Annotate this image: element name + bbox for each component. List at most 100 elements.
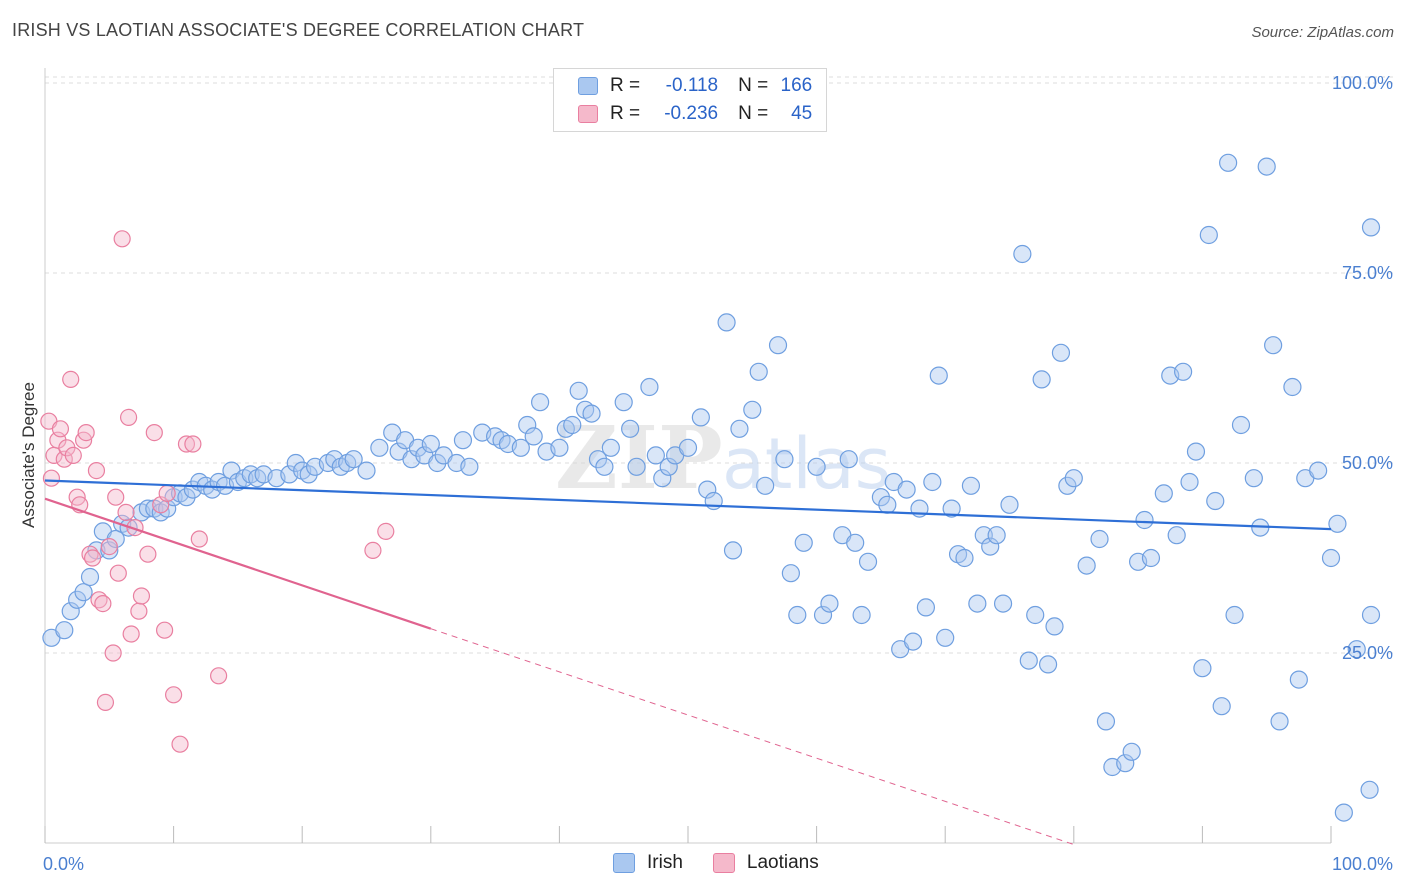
irish-point bbox=[1206, 491, 1225, 511]
legend-n-value-laotians: 45 bbox=[791, 103, 813, 124]
irish-point bbox=[569, 381, 588, 400]
legend-n-label: N = bbox=[738, 75, 769, 96]
irish-point bbox=[61, 602, 80, 621]
irish-point bbox=[653, 469, 672, 488]
irish-point bbox=[1289, 670, 1308, 689]
irish-point bbox=[100, 541, 119, 560]
laotians-point bbox=[190, 530, 208, 548]
irish-point bbox=[1064, 469, 1083, 488]
irish-point bbox=[730, 419, 749, 438]
irish-point bbox=[1361, 605, 1381, 625]
irish-point bbox=[563, 415, 582, 435]
laotians-point bbox=[100, 537, 118, 556]
laotians-trend-extension bbox=[430, 628, 1074, 845]
irish-point bbox=[723, 541, 743, 560]
laotians-point bbox=[113, 230, 131, 248]
laotians-point bbox=[42, 469, 61, 487]
irish-point bbox=[428, 453, 447, 473]
irish-point bbox=[1141, 548, 1161, 568]
irish-point bbox=[1231, 415, 1251, 435]
irish-legend-swatch bbox=[613, 853, 635, 873]
legend-item-irish[interactable]: Irish bbox=[613, 852, 683, 874]
irish-point bbox=[1090, 529, 1109, 549]
irish-point bbox=[370, 438, 389, 457]
series-legend: Irish Laotians bbox=[613, 852, 849, 874]
laotians-point bbox=[171, 735, 189, 753]
legend-r-value-irish: -0.118 bbox=[665, 75, 719, 96]
legend-item-laotians[interactable]: Laotians bbox=[712, 852, 819, 874]
laotians-point bbox=[377, 522, 395, 541]
legend-row-irish: R = -0.118 N = 166 bbox=[578, 73, 812, 99]
irish-point bbox=[942, 499, 961, 518]
axes bbox=[44, 68, 1332, 844]
irish-point bbox=[1019, 651, 1038, 670]
laotians-trend-line bbox=[44, 497, 432, 630]
irish-point bbox=[781, 564, 800, 583]
irish-point bbox=[1135, 510, 1154, 530]
irish-point bbox=[923, 472, 942, 492]
laotians-point bbox=[94, 594, 112, 613]
irish-point bbox=[550, 438, 569, 457]
irish-point bbox=[1180, 472, 1199, 492]
irish-point bbox=[299, 465, 318, 484]
irish-point bbox=[621, 419, 640, 438]
trend-lines bbox=[44, 479, 1332, 845]
legend-n-value-irish: 166 bbox=[780, 75, 813, 96]
irish-point bbox=[1186, 442, 1206, 461]
x-tick-labels: 0.0% 100.0% bbox=[43, 854, 1393, 874]
irish-point bbox=[1334, 803, 1353, 822]
irish-point bbox=[846, 533, 865, 552]
x-tick-label-min: 0.0% bbox=[43, 854, 84, 874]
irish-point bbox=[916, 598, 936, 617]
chart-title: IRISH VS LAOTIAN ASSOCIATE'S DEGREE CORR… bbox=[12, 20, 585, 40]
irish-point bbox=[897, 480, 916, 499]
irish-point bbox=[601, 438, 620, 457]
x-tick-label-max: 100.0% bbox=[1332, 854, 1393, 874]
irish-point bbox=[582, 404, 601, 423]
irish-point bbox=[588, 450, 608, 469]
laotians-point bbox=[165, 686, 183, 704]
irish-point bbox=[717, 313, 736, 332]
laotians-point bbox=[109, 564, 127, 582]
irish-point bbox=[68, 590, 87, 609]
laotians-point bbox=[126, 518, 144, 537]
irish-point bbox=[1174, 362, 1193, 381]
legend-r-label: R = bbox=[610, 103, 641, 124]
laotians-point bbox=[51, 420, 70, 438]
irish-point bbox=[768, 336, 788, 355]
y-tick-label: 50.0% bbox=[1342, 453, 1393, 473]
laotians-point bbox=[122, 625, 140, 643]
irish-point bbox=[1045, 617, 1064, 636]
irish-point bbox=[1026, 605, 1045, 625]
irish-point bbox=[794, 533, 813, 552]
laotians-point bbox=[155, 621, 174, 639]
irish-point bbox=[936, 628, 955, 647]
laotians-point bbox=[117, 503, 135, 522]
laotians-points bbox=[40, 230, 395, 753]
irish-point bbox=[1032, 370, 1051, 389]
irish-point bbox=[775, 450, 794, 469]
irish-point bbox=[968, 594, 987, 613]
laotians-legend-swatch bbox=[712, 853, 735, 873]
irish-point bbox=[987, 526, 1006, 545]
irish-trend-line bbox=[44, 479, 1332, 531]
irish-point bbox=[1000, 495, 1019, 514]
irish-point bbox=[1244, 469, 1263, 488]
laotians-point bbox=[119, 408, 138, 426]
irish-point bbox=[1038, 655, 1058, 674]
laotians-point bbox=[77, 424, 95, 442]
watermark: ZIP atlas bbox=[555, 408, 891, 509]
laotians-point bbox=[210, 667, 228, 685]
laotians-point bbox=[104, 644, 122, 662]
irish-point bbox=[1270, 712, 1289, 731]
irish-point bbox=[858, 552, 878, 571]
laotians-point bbox=[83, 549, 102, 567]
irish-point bbox=[55, 621, 74, 640]
irish-point bbox=[646, 446, 665, 465]
y-tick-label: 100.0% bbox=[1332, 73, 1393, 93]
legend-label-irish: Irish bbox=[647, 852, 683, 873]
irish-point bbox=[74, 583, 93, 602]
irish-point bbox=[903, 632, 923, 651]
irish-point bbox=[595, 457, 614, 476]
